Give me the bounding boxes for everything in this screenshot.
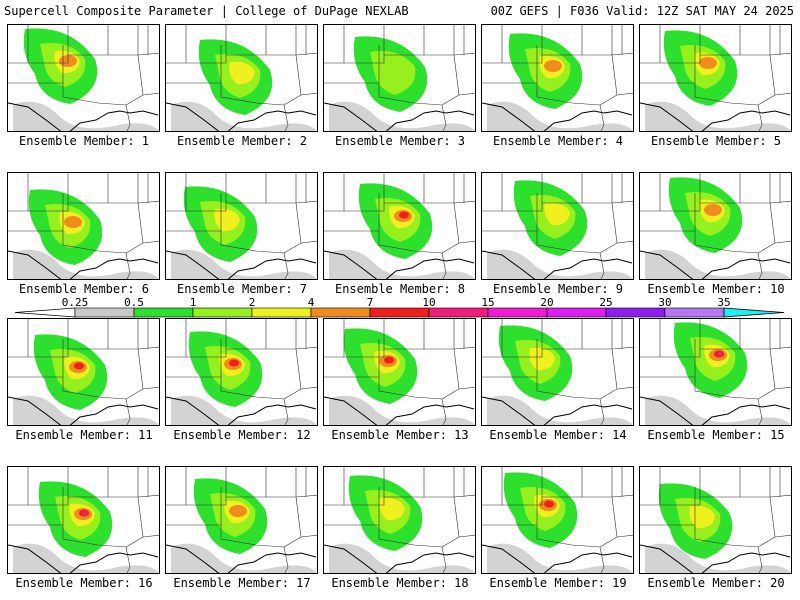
ensemble-member-map [166, 319, 317, 425]
ensemble-member-panel [639, 172, 792, 280]
ensemble-member-label: Ensemble Member: 18 [331, 576, 469, 590]
ensemble-member-map [166, 173, 317, 279]
ensemble-member-map [8, 173, 159, 279]
ensemble-member-map [8, 319, 159, 425]
colorbar-tick-label: 10 [422, 296, 435, 309]
colorbar-tick-label: 7 [367, 296, 374, 309]
colorbar-segment [369, 307, 430, 318]
ensemble-member-label: Ensemble Member: 12 [173, 428, 311, 442]
ensemble-member-label: Ensemble Member: 11 [15, 428, 153, 442]
ensemble-member-label: Ensemble Member: 8 [334, 282, 466, 296]
ensemble-member-label: Ensemble Member: 3 [334, 134, 466, 148]
ensemble-member-map [640, 319, 791, 425]
colorbar-segment [664, 307, 725, 318]
ensemble-member-panel [323, 172, 476, 280]
colorbar-segment [192, 307, 253, 318]
ensemble-member-panel [639, 466, 792, 574]
model-run-info: 00Z GEFS | F036 Valid: 12Z SAT MAY 24 20… [490, 4, 794, 18]
ensemble-member-label: Ensemble Member: 17 [173, 576, 311, 590]
ensemble-member-panel [7, 172, 160, 280]
ensemble-member-map [640, 467, 791, 573]
ensemble-member-panel [165, 172, 318, 280]
colorbar-tick-label: 4 [308, 296, 315, 309]
ensemble-member-map [166, 25, 317, 131]
colorbar-segment [133, 307, 194, 318]
colorbar-tick-label: 30 [658, 296, 671, 309]
ensemble-member-map [324, 319, 475, 425]
ensemble-member-panel [323, 318, 476, 426]
ensemble-member-panel [481, 172, 634, 280]
ensemble-member-panel [481, 466, 634, 574]
ensemble-member-map [482, 173, 633, 279]
ensemble-member-label: Ensemble Member: 15 [647, 428, 785, 442]
ensemble-member-map [324, 173, 475, 279]
colorbar-tick-label: 35 [717, 296, 730, 309]
ensemble-member-panel [7, 466, 160, 574]
map-title: Supercell Composite Parameter | College … [4, 4, 409, 18]
ensemble-member-label: Ensemble Member: 1 [18, 134, 150, 148]
ensemble-member-label: Ensemble Member: 5 [650, 134, 782, 148]
ensemble-member-label: Ensemble Member: 13 [331, 428, 469, 442]
colorbar-tick-label: 15 [481, 296, 494, 309]
ensemble-member-panel [481, 318, 634, 426]
ensemble-member-panel [165, 24, 318, 132]
ensemble-member-label: Ensemble Member: 19 [489, 576, 627, 590]
ensemble-member-label: Ensemble Member: 9 [492, 282, 624, 296]
ensemble-member-label: Ensemble Member: 14 [489, 428, 627, 442]
ensemble-member-panel [323, 466, 476, 574]
ensemble-member-label: Ensemble Member: 7 [176, 282, 308, 296]
colorbar-segment [546, 307, 607, 318]
colorbar: 0.25 0.5 1 2 4 7 10 15 20 25 30 35 [14, 296, 785, 318]
colorbar-segment [487, 307, 548, 318]
colorbar-segment [310, 307, 371, 318]
colorbar-high-arrow [723, 307, 785, 318]
ensemble-member-map [324, 467, 475, 573]
colorbar-segment [74, 307, 135, 318]
ensemble-member-label: Ensemble Member: 4 [492, 134, 624, 148]
ensemble-member-map [8, 467, 159, 573]
ensemble-member-map [8, 25, 159, 131]
ensemble-member-panel [639, 318, 792, 426]
colorbar-tick-label: 1 [190, 296, 197, 309]
colorbar-tick-label: 25 [599, 296, 612, 309]
colorbar-tick-label: 20 [540, 296, 553, 309]
ensemble-member-panel [481, 24, 634, 132]
colorbar-tick-label: 2 [249, 296, 256, 309]
colorbar-segment [605, 307, 666, 318]
ensemble-member-panel [7, 24, 160, 132]
ensemble-member-panel [639, 24, 792, 132]
ensemble-member-map [166, 467, 317, 573]
colorbar-segment [251, 307, 312, 318]
ensemble-member-label: Ensemble Member: 6 [18, 282, 150, 296]
ensemble-member-label: Ensemble Member: 16 [15, 576, 153, 590]
ensemble-member-panel [165, 466, 318, 574]
ensemble-member-map [324, 25, 475, 131]
colorbar-segment [428, 307, 489, 318]
colorbar-tick-label: 0.25 [62, 296, 89, 309]
ensemble-member-map [482, 25, 633, 131]
ensemble-member-map [482, 319, 633, 425]
ensemble-member-panel [7, 318, 160, 426]
ensemble-member-label: Ensemble Member: 10 [647, 282, 785, 296]
ensemble-member-panel [165, 318, 318, 426]
ensemble-member-panel [323, 24, 476, 132]
colorbar-tick-label: 0.5 [124, 296, 144, 309]
ensemble-member-map [640, 25, 791, 131]
ensemble-member-label: Ensemble Member: 2 [176, 134, 308, 148]
ensemble-member-map [482, 467, 633, 573]
colorbar-low-arrow [14, 307, 76, 318]
ensemble-member-label: Ensemble Member: 20 [647, 576, 785, 590]
ensemble-member-map [640, 173, 791, 279]
